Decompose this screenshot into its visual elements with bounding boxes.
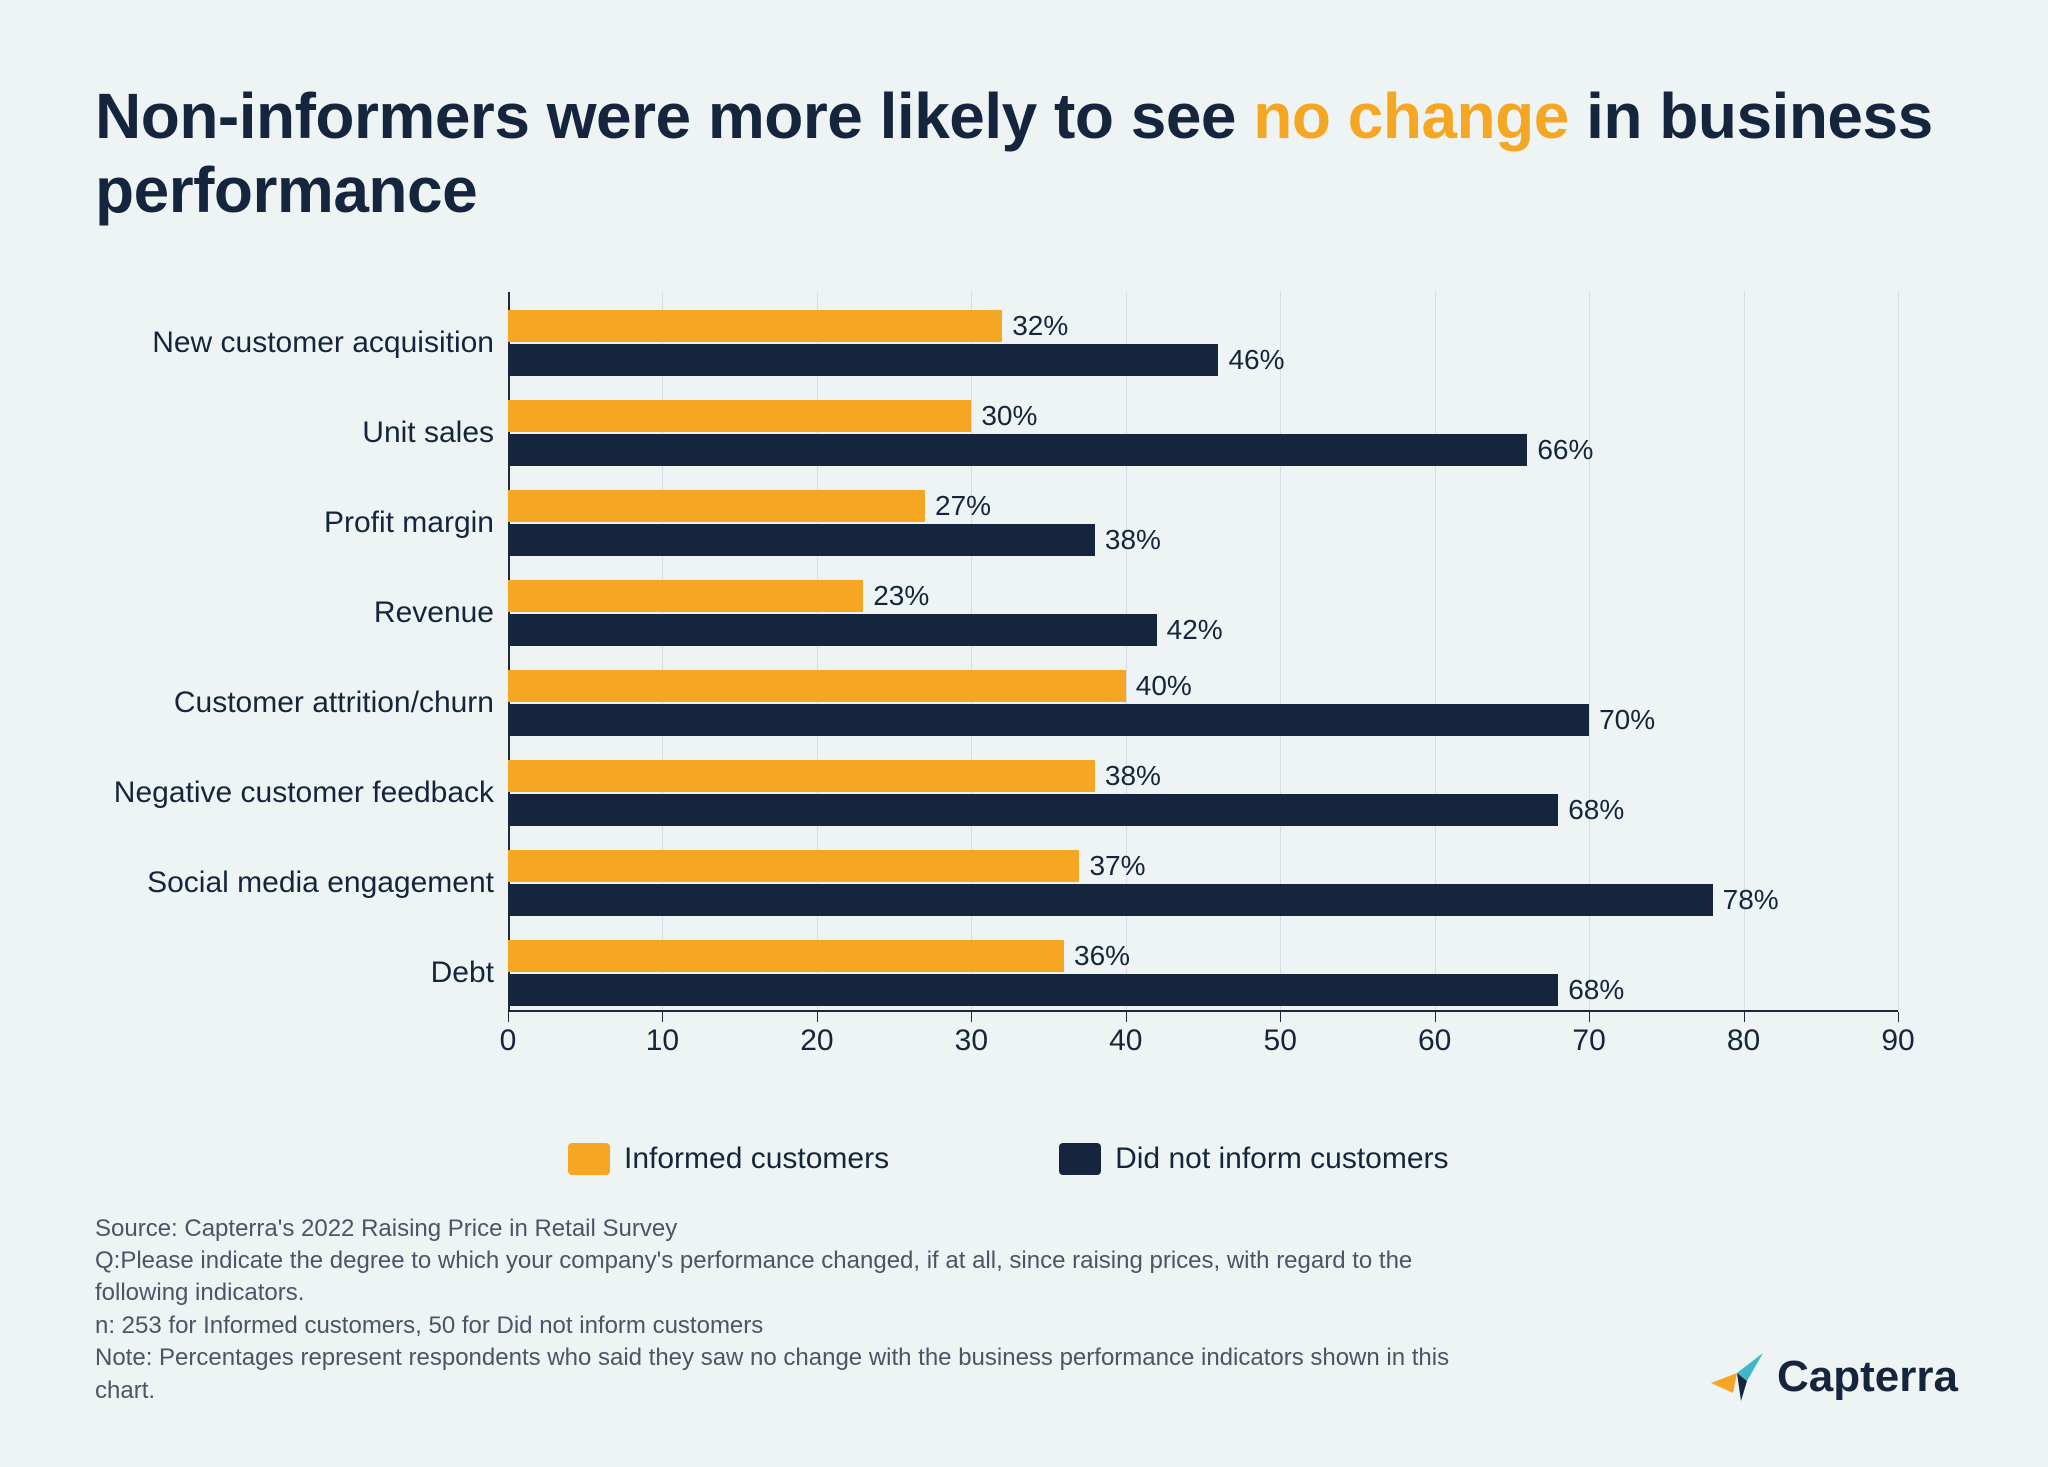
x-tick-label: 0: [500, 1024, 517, 1058]
bar: [508, 344, 1218, 376]
title-fragment: Non-informers were more likely to see: [95, 80, 1253, 152]
y-axis-label: Social media engagement: [147, 866, 494, 900]
legend-swatch: [568, 1143, 610, 1175]
x-tick-mark: [1280, 1012, 1281, 1022]
chart-area: New customer acquisition Unit sales Profit…: [95, 292, 1958, 1176]
bar: [508, 884, 1713, 916]
x-tick-label: 70: [1572, 1024, 1605, 1058]
x-tick-mark: [508, 1012, 509, 1022]
bar-value-label: 78%: [1723, 884, 1779, 916]
x-tick-mark: [662, 1012, 663, 1022]
x-tick-mark: [971, 1012, 972, 1022]
footnote-line: Note: Percentages represent respondents …: [95, 1342, 1495, 1407]
legend-item: Did not inform customers: [1059, 1142, 1448, 1176]
gridline: [1898, 292, 1899, 1012]
bar: [508, 704, 1589, 736]
x-tick-label: 90: [1881, 1024, 1914, 1058]
x-tick-mark: [817, 1012, 818, 1022]
bar: [508, 490, 925, 522]
bar-value-label: 40%: [1136, 670, 1192, 702]
y-axis-label: Unit sales: [362, 416, 494, 450]
x-tick-mark: [1898, 1012, 1899, 1022]
x-tick-label: 50: [1264, 1024, 1297, 1058]
y-axis-label: Negative customer feedback: [114, 776, 494, 810]
capterra-logo: Capterra: [1707, 1347, 1958, 1407]
bar-value-label: 42%: [1167, 614, 1223, 646]
x-tick-label: 20: [800, 1024, 833, 1058]
bar-value-label: 46%: [1228, 344, 1284, 376]
bars-layer: 32% 46% 30% 66% 27% 38% 23% 42% 40% 70% 38% 68% 37% 7…: [508, 292, 1898, 1012]
x-axis-ticks: 0102030405060708090: [508, 1012, 1898, 1072]
x-tick-mark: [1435, 1012, 1436, 1022]
legend-item: Informed customers: [568, 1142, 889, 1176]
footnote-line: Q:Please indicate the degree to which yo…: [95, 1245, 1495, 1310]
x-tick-label: 40: [1109, 1024, 1142, 1058]
bar-value-label: 38%: [1105, 760, 1161, 792]
x-tick-mark: [1744, 1012, 1745, 1022]
x-tick-label: 60: [1418, 1024, 1451, 1058]
bar-value-label: 68%: [1568, 794, 1624, 826]
logo-text: Capterra: [1777, 1352, 1958, 1402]
bar: [508, 524, 1095, 556]
infographic-page: Non-informers were more likely to see no…: [0, 0, 2048, 1467]
legend-label: Informed customers: [624, 1142, 889, 1176]
footnote-line: Source: Capterra's 2022 Raising Price in…: [95, 1213, 1495, 1245]
y-axis-label: New customer acquisition: [152, 326, 494, 360]
x-tick-mark: [1126, 1012, 1127, 1022]
bar: [508, 400, 971, 432]
bar-value-label: 27%: [935, 490, 991, 522]
x-tick-label: 30: [955, 1024, 988, 1058]
x-tick-mark: [1589, 1012, 1590, 1022]
y-axis-labels: New customer acquisition Unit sales Profit…: [95, 292, 508, 1012]
bar-value-label: 38%: [1105, 524, 1161, 556]
x-tick-label: 10: [646, 1024, 679, 1058]
bar: [508, 434, 1527, 466]
chart-title: Non-informers were more likely to see no…: [95, 80, 1958, 227]
x-tick-label: 80: [1727, 1024, 1760, 1058]
bar-value-label: 66%: [1537, 434, 1593, 466]
bar: [508, 310, 1002, 342]
plot-column: 32% 46% 30% 66% 27% 38% 23% 42% 40% 70% 38% 68% 37% 7…: [508, 292, 1958, 1176]
bar: [508, 940, 1064, 972]
bar-value-label: 23%: [873, 580, 929, 612]
footnote-line: n: 253 for Informed customers, 50 for Di…: [95, 1310, 1495, 1342]
footer-row: Source: Capterra's 2022 Raising Price in…: [95, 1213, 1958, 1407]
legend-label: Did not inform customers: [1115, 1142, 1448, 1176]
bar-value-label: 30%: [981, 400, 1037, 432]
plot-area: 32% 46% 30% 66% 27% 38% 23% 42% 40% 70% 38% 68% 37% 7…: [508, 292, 1898, 1012]
bar-value-label: 36%: [1074, 940, 1130, 972]
legend: Informed customers Did not inform custome…: [508, 1142, 1958, 1176]
legend-swatch: [1059, 1143, 1101, 1175]
y-axis-label: Debt: [431, 956, 494, 990]
bar-value-label: 68%: [1568, 974, 1624, 1006]
bar: [508, 670, 1126, 702]
bar: [508, 974, 1558, 1006]
bar-value-label: 37%: [1089, 850, 1145, 882]
bar: [508, 580, 863, 612]
bar: [508, 614, 1157, 646]
bar: [508, 760, 1095, 792]
bar-value-label: 70%: [1599, 704, 1655, 736]
bar: [508, 794, 1558, 826]
footnotes: Source: Capterra's 2022 Raising Price in…: [95, 1213, 1495, 1407]
y-axis-label: Customer attrition/churn: [174, 686, 494, 720]
y-axis-label: Profit margin: [324, 506, 494, 540]
bar: [508, 850, 1079, 882]
bar-value-label: 32%: [1012, 310, 1068, 342]
capterra-arrow-icon: [1707, 1347, 1767, 1407]
title-fragment: no change: [1253, 80, 1569, 152]
y-axis-label: Revenue: [374, 596, 494, 630]
